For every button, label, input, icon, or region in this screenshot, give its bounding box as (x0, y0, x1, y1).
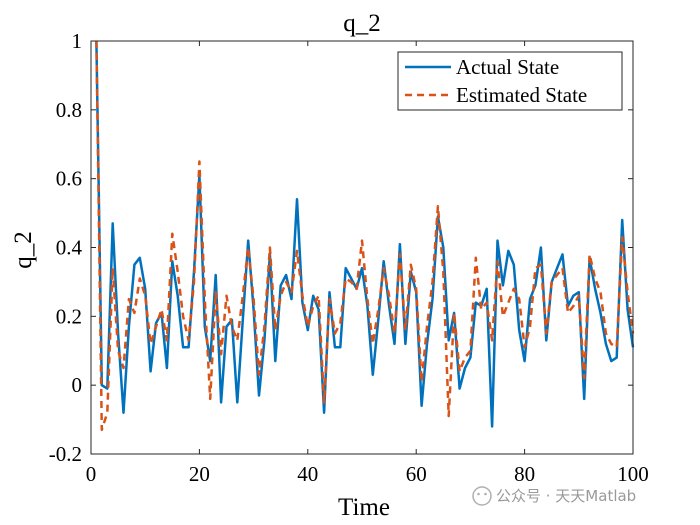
y-tick-label: 0.6 (56, 167, 82, 191)
legend-box (397, 51, 623, 111)
wechat-icon-eye-right (484, 492, 487, 496)
y-axis-label: q_2 (10, 231, 37, 269)
ticks-layer: 0 20 40 60 80 100-0.200.20.40.60.81 (49, 29, 649, 486)
y-tick-label: 0.8 (56, 98, 82, 122)
series-line-actual-state (95, 40, 635, 428)
y-tick-label: -0.2 (49, 442, 82, 466)
x-tick-label: 40 (297, 462, 318, 486)
x-tick-label: 60 (406, 462, 427, 486)
wechat-icon-eye-left (477, 492, 480, 496)
wechat-icon (472, 486, 492, 506)
series-line-estimated-state (95, 40, 635, 432)
x-tick-label: 100 (617, 462, 649, 486)
legend: Actual State Estimated State (397, 51, 623, 111)
x-axis-label: Time (338, 494, 390, 521)
watermark-text: 公众号 · 天天Matlab (496, 487, 636, 505)
chart-title: q_2 (343, 10, 381, 37)
legend-label-estimated: Estimated State (456, 83, 587, 107)
watermark: 公众号 · 天天Matlab (472, 486, 636, 506)
x-tick-label: 0 (86, 462, 97, 486)
x-tick-label: 80 (514, 462, 535, 486)
legend-label-actual: Actual State (456, 55, 559, 79)
y-tick-label: 0.4 (56, 236, 83, 260)
x-tick-label: 20 (189, 462, 210, 486)
y-tick-label: 1 (72, 29, 83, 53)
series-layer (95, 40, 635, 432)
y-tick-label: 0.2 (56, 304, 82, 328)
y-tick-label: 0 (72, 373, 83, 397)
